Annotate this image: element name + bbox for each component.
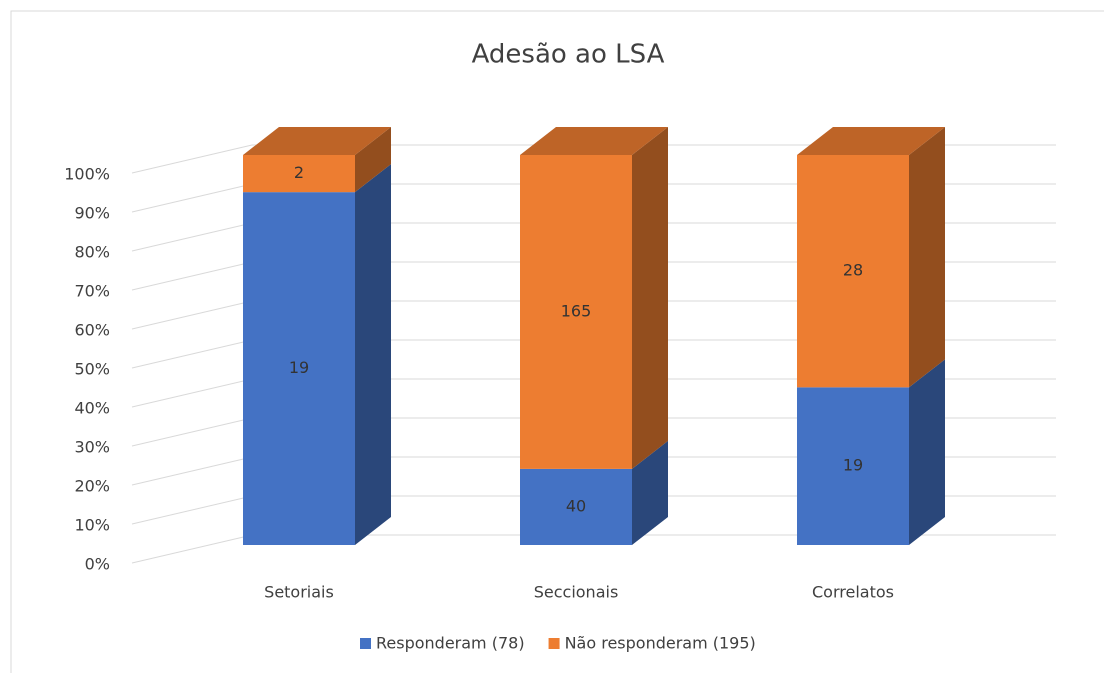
grid-line — [131, 144, 1056, 174]
data-label: 28 — [843, 261, 863, 280]
bar-side — [909, 127, 945, 388]
data-label: 19 — [289, 358, 309, 377]
bar — [243, 155, 355, 193]
y-tick-label: 20% — [74, 477, 110, 496]
y-tick-label: 90% — [74, 204, 110, 223]
bar — [797, 155, 909, 388]
bar-side — [909, 359, 945, 545]
bar-side — [355, 164, 391, 545]
chart-title: Adesão ao LSA — [472, 40, 665, 70]
legend-label: Não responderam (195) — [565, 634, 756, 653]
y-tick-label: 30% — [74, 438, 110, 457]
x-tick-label: Correlatos — [812, 583, 894, 602]
y-tick-label: 70% — [74, 282, 110, 301]
bar — [520, 155, 632, 469]
y-tick-label: 60% — [74, 321, 110, 340]
data-label: 19 — [843, 456, 863, 475]
legend-swatch — [360, 638, 371, 649]
bar-top — [520, 127, 668, 155]
bar-side — [632, 127, 668, 469]
data-label: 165 — [561, 301, 592, 320]
x-tick-label: Seccionais — [534, 583, 619, 602]
data-label: 2 — [294, 163, 304, 182]
bar-side — [355, 127, 391, 193]
bar — [520, 468, 632, 545]
bar-top — [797, 127, 945, 155]
y-tick-label: 10% — [74, 516, 110, 535]
y-tick-label: 0% — [85, 555, 110, 574]
bar-side — [632, 440, 668, 545]
x-tick-label: Setoriais — [264, 583, 334, 602]
y-tick-label: 40% — [74, 399, 110, 418]
bar-top — [243, 127, 391, 155]
y-tick-label: 50% — [74, 360, 110, 379]
legend-label: Responderam (78) — [376, 634, 525, 653]
bar — [797, 387, 909, 545]
y-tick-label: 80% — [74, 243, 110, 262]
y-tick-label: 100% — [64, 165, 110, 184]
legend-swatch — [548, 638, 560, 649]
bar — [243, 192, 355, 545]
data-label: 40 — [566, 496, 586, 515]
